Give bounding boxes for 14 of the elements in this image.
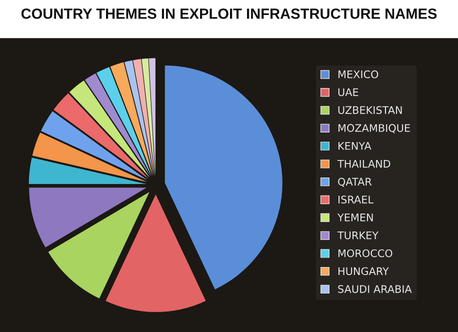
legend-label: THAILAND — [337, 160, 390, 168]
legend-label: KENYA — [338, 142, 372, 150]
legend-label: TURKEY — [337, 232, 379, 240]
chart-title: COUNTRY THEMES IN EXPLOIT INFRASTRUCTURE NAMES — [21, 8, 437, 19]
legend-label: SAUDI ARABIA — [338, 285, 412, 293]
legend-label: UAE — [338, 88, 358, 96]
legend-label: QATAR — [338, 178, 372, 187]
legend-label: MOZAMBIQUE — [338, 124, 410, 134]
legend-label: YEMEN — [337, 214, 373, 222]
legend-label: HUNGARY — [338, 267, 389, 276]
legend-label: MEXICO — [338, 70, 378, 78]
legend-label: ISRAEL — [338, 196, 374, 204]
legend-label: UZBEKISTAN — [338, 106, 402, 114]
legend-label: MOROCCO — [338, 249, 392, 258]
